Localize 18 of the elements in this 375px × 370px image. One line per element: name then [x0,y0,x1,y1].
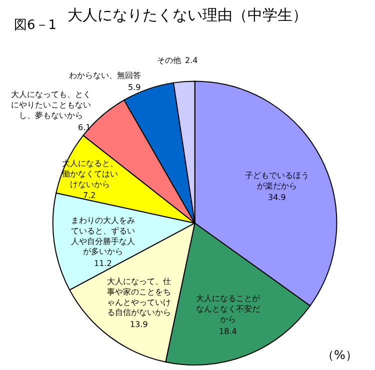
slice-label: 子どもでいるほうが楽だから [245,171,309,190]
slice-label: その他 [157,56,181,65]
data-label: 2.4 [185,56,198,65]
caption: 図6－1 [14,18,57,33]
data-label: 13.9 [130,320,148,329]
slice-label: 大人になっても、とくにやりたいこともないし、夢もないから [11,90,91,120]
slice-label: 大人になることがなんとなく不安だから [196,294,261,324]
slice-label: まわりの大人をみていると、ずるい人や自分勝手な人が多いから [71,216,135,256]
data-label: 5.9 [128,83,141,92]
text: （%） [322,348,358,362]
slice-label: わからない、無回答 [69,71,141,80]
data-label: 18.4 [219,327,237,336]
chart-title: 大人になりたくない理由（中学生） [68,6,308,24]
data-label: 6.1 [78,123,91,132]
data-label: 11.2 [94,259,112,268]
data-label: 34.9 [268,193,286,202]
slice-label: 大人になって、仕事や家のことをちゃんとやっていける自信がないから [107,277,171,318]
data-label: 7.2 [83,191,96,200]
